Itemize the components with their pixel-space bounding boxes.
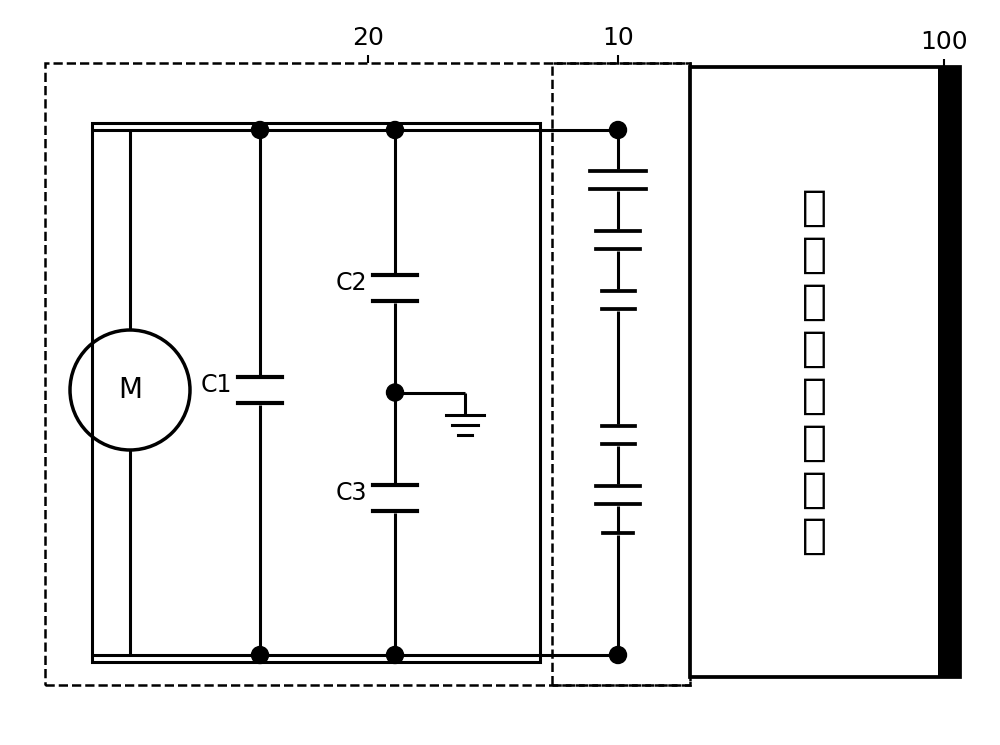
Text: C3: C3 bbox=[336, 481, 367, 504]
Text: C2: C2 bbox=[336, 270, 367, 294]
Bar bbox=[690, 67, 960, 677]
Circle shape bbox=[610, 121, 626, 139]
Circle shape bbox=[252, 647, 269, 664]
Bar bbox=[92, 123, 540, 662]
Text: 10: 10 bbox=[602, 26, 634, 50]
Text: 绝
缘
电
阻
测
量
设
备: 绝 缘 电 阻 测 量 设 备 bbox=[802, 187, 826, 557]
Bar bbox=[552, 63, 690, 685]
Circle shape bbox=[387, 384, 404, 401]
Circle shape bbox=[387, 647, 404, 664]
Text: C1: C1 bbox=[201, 373, 232, 397]
Bar bbox=[938, 67, 960, 677]
Bar bbox=[45, 63, 690, 685]
Text: M: M bbox=[118, 376, 142, 404]
Circle shape bbox=[252, 121, 269, 139]
Circle shape bbox=[610, 647, 626, 664]
Text: 100: 100 bbox=[920, 30, 968, 54]
Text: ·
·
·: · · · bbox=[614, 340, 622, 394]
Text: 20: 20 bbox=[352, 26, 384, 50]
Circle shape bbox=[387, 121, 404, 139]
